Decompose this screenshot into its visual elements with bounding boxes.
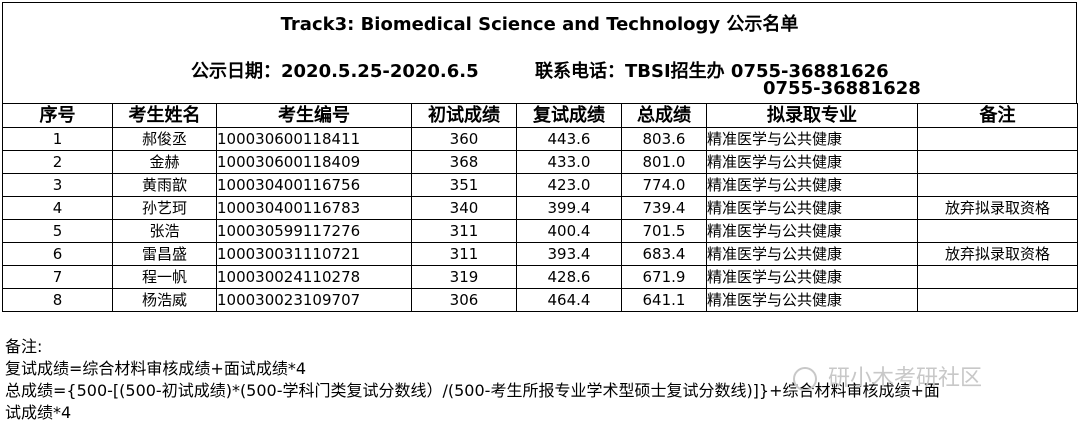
column-header: 备注 xyxy=(917,103,1078,128)
cell-index: 8 xyxy=(2,288,113,312)
cell-total-score: 671.9 xyxy=(621,265,707,289)
cell-total-score: 641.1 xyxy=(621,288,707,312)
table-row: 6 雷昌盛 100030031110721 311 393.4 683.4 精准… xyxy=(2,242,1078,266)
contact-phone: 联系电话：TBSI招生办 0755-36881626 xyxy=(535,61,889,82)
cell-index: 2 xyxy=(2,150,113,174)
column-header: 考生姓名 xyxy=(112,103,217,128)
cell-total-score: 803.6 xyxy=(621,127,707,151)
cell-initial-score: 368 xyxy=(411,150,517,174)
cell-retest-score: 433.0 xyxy=(516,150,622,174)
table-row: 1 郝俊丞 100030600118411 360 443.6 803.6 精准… xyxy=(2,127,1078,151)
cell-name: 张浩 xyxy=(112,219,217,243)
cell-id: 100030024110278 xyxy=(216,265,412,289)
column-header: 初试成绩 xyxy=(411,103,517,128)
contact-phone-2: 0755-36881628 xyxy=(763,78,921,99)
table-row: 3 黄雨歆 100030400116756 351 423.0 774.0 精准… xyxy=(2,173,1078,197)
cell-remark xyxy=(917,127,1078,151)
cell-initial-score: 311 xyxy=(411,242,517,266)
cell-remark xyxy=(917,150,1078,174)
cell-remark: 放弃拟录取资格 xyxy=(917,242,1078,266)
table-row: 4 孙艺珂 100030400116783 340 399.4 739.4 精准… xyxy=(2,196,1078,220)
cell-major: 精准医学与公共健康 xyxy=(706,288,918,312)
cell-retest-score: 399.4 xyxy=(516,196,622,220)
cell-retest-score: 423.0 xyxy=(516,173,622,197)
cell-major: 精准医学与公共健康 xyxy=(706,127,918,151)
cell-remark xyxy=(917,219,1078,243)
table-header-row: 序号 考生姓名 考生编号 初试成绩 复试成绩 总成绩 拟录取专业 备注 xyxy=(2,103,1078,128)
cell-index: 4 xyxy=(2,196,113,220)
cell-id: 100030023109707 xyxy=(216,288,412,312)
cell-index: 5 xyxy=(2,219,113,243)
cell-total-score: 683.4 xyxy=(621,242,707,266)
publish-date: 公示日期：2020.5.25-2020.6.5 xyxy=(191,61,479,82)
notes-line-total-formula: 总成绩={500-[(500-初试成绩)*(500-学科门类复试分数线）/(50… xyxy=(5,381,940,400)
cell-remark xyxy=(917,288,1078,312)
cell-id: 100030400116756 xyxy=(216,173,412,197)
cell-initial-score: 340 xyxy=(411,196,517,220)
cell-total-score: 801.0 xyxy=(621,150,707,174)
cell-major: 精准医学与公共健康 xyxy=(706,265,918,289)
cell-total-score: 739.4 xyxy=(621,196,707,220)
cell-initial-score: 360 xyxy=(411,127,517,151)
cell-retest-score: 393.4 xyxy=(516,242,622,266)
wechat-icon xyxy=(793,367,817,391)
cell-initial-score: 306 xyxy=(411,288,517,312)
cell-id: 100030400116783 xyxy=(216,196,412,220)
cell-retest-score: 400.4 xyxy=(516,219,622,243)
page-title: Track3: Biomedical Science and Technolog… xyxy=(280,14,799,35)
cell-name: 杨浩威 xyxy=(112,288,217,312)
column-header: 考生编号 xyxy=(216,103,412,128)
admission-table: 序号 考生姓名 考生编号 初试成绩 复试成绩 总成绩 拟录取专业 备注 1 郝俊… xyxy=(2,103,1078,312)
cell-retest-score: 464.4 xyxy=(516,288,622,312)
cell-retest-score: 443.6 xyxy=(516,127,622,151)
cell-major: 精准医学与公共健康 xyxy=(706,242,918,266)
cell-index: 3 xyxy=(2,173,113,197)
title-box: Track3: Biomedical Science and Technolog… xyxy=(2,2,1077,103)
table-row: 2 金赫 100030600118409 368 433.0 801.0 精准医… xyxy=(2,150,1078,174)
cell-remark: 放弃拟录取资格 xyxy=(917,196,1078,220)
cell-name: 孙艺珂 xyxy=(112,196,217,220)
cell-id: 100030599117276 xyxy=(216,219,412,243)
notes-section: 备注: 复试成绩=综合材料审核成绩+面试成绩*4 总成绩={500-[(500-… xyxy=(5,336,1075,424)
cell-remark xyxy=(917,265,1078,289)
cell-retest-score: 428.6 xyxy=(516,265,622,289)
cell-index: 1 xyxy=(2,127,113,151)
cell-initial-score: 319 xyxy=(411,265,517,289)
cell-major: 精准医学与公共健康 xyxy=(706,196,918,220)
cell-initial-score: 351 xyxy=(411,173,517,197)
cell-total-score: 774.0 xyxy=(621,173,707,197)
table-row: 8 杨浩威 100030023109707 306 464.4 641.1 精准… xyxy=(2,288,1078,312)
watermark-text: 研小木考研社区 xyxy=(828,366,983,391)
table-row: 5 张浩 100030599117276 311 400.4 701.5 精准医… xyxy=(2,219,1078,243)
cell-name: 黄雨歆 xyxy=(112,173,217,197)
cell-total-score: 701.5 xyxy=(621,219,707,243)
cell-index: 6 xyxy=(2,242,113,266)
notes-heading: 备注: xyxy=(5,337,43,356)
notes-line-retest-formula: 复试成绩=综合材料审核成绩+面试成绩*4 xyxy=(5,359,306,378)
cell-id: 100030600118409 xyxy=(216,150,412,174)
cell-id: 100030600118411 xyxy=(216,127,412,151)
cell-name: 郝俊丞 xyxy=(112,127,217,151)
cell-major: 精准医学与公共健康 xyxy=(706,219,918,243)
cell-major: 精准医学与公共健康 xyxy=(706,173,918,197)
column-header: 拟录取专业 xyxy=(706,103,918,128)
cell-name: 金赫 xyxy=(112,150,217,174)
notes-line-total-formula-cont: 试成绩*4 xyxy=(5,403,72,422)
cell-index: 7 xyxy=(2,265,113,289)
cell-name: 程一帆 xyxy=(112,265,217,289)
cell-major: 精准医学与公共健康 xyxy=(706,150,918,174)
cell-initial-score: 311 xyxy=(411,219,517,243)
cell-remark xyxy=(917,173,1078,197)
cell-name: 雷昌盛 xyxy=(112,242,217,266)
table-row: 7 程一帆 100030024110278 319 428.6 671.9 精准… xyxy=(2,265,1078,289)
column-header: 复试成绩 xyxy=(516,103,622,128)
column-header: 总成绩 xyxy=(621,103,707,128)
watermark: 研小木考研社区 xyxy=(793,360,982,392)
cell-id: 100030031110721 xyxy=(216,242,412,266)
column-header: 序号 xyxy=(2,103,113,128)
